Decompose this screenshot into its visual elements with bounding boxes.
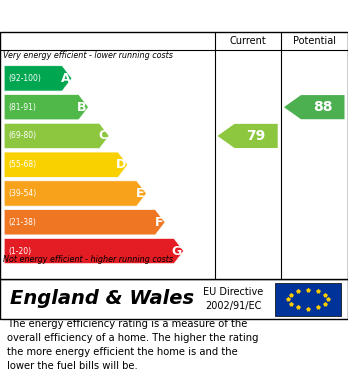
Text: (21-38): (21-38) xyxy=(8,218,36,227)
Text: (92-100): (92-100) xyxy=(8,74,41,83)
Text: Current: Current xyxy=(230,36,266,46)
Polygon shape xyxy=(4,210,165,235)
Polygon shape xyxy=(218,124,278,148)
Text: A: A xyxy=(61,72,70,85)
Polygon shape xyxy=(4,95,88,120)
Text: EU Directive
2002/91/EC: EU Directive 2002/91/EC xyxy=(203,287,263,310)
Text: (39-54): (39-54) xyxy=(8,189,37,198)
Text: B: B xyxy=(77,100,87,114)
Text: Potential: Potential xyxy=(293,36,336,46)
Text: F: F xyxy=(155,216,163,229)
Polygon shape xyxy=(4,152,128,178)
Polygon shape xyxy=(284,95,345,119)
Text: E: E xyxy=(136,187,145,200)
Text: England & Wales: England & Wales xyxy=(10,289,195,308)
Text: Very energy efficient - lower running costs: Very energy efficient - lower running co… xyxy=(3,51,173,60)
Text: (69-80): (69-80) xyxy=(8,131,37,140)
Text: (81-91): (81-91) xyxy=(8,103,36,112)
Text: 79: 79 xyxy=(246,129,266,143)
Text: Not energy efficient - higher running costs: Not energy efficient - higher running co… xyxy=(3,255,174,264)
Text: D: D xyxy=(116,158,126,171)
Polygon shape xyxy=(4,66,72,91)
Text: Energy Efficiency Rating: Energy Efficiency Rating xyxy=(10,9,220,23)
Polygon shape xyxy=(4,123,109,149)
Polygon shape xyxy=(4,181,147,206)
Text: The energy efficiency rating is a measure of the
overall efficiency of a home. T: The energy efficiency rating is a measur… xyxy=(7,319,259,371)
Text: G: G xyxy=(172,244,182,258)
Bar xyxy=(275,283,341,316)
Text: 88: 88 xyxy=(313,100,332,114)
Polygon shape xyxy=(4,239,184,264)
Text: (55-68): (55-68) xyxy=(8,160,37,169)
Text: (1-20): (1-20) xyxy=(8,247,31,256)
Text: C: C xyxy=(98,129,108,142)
